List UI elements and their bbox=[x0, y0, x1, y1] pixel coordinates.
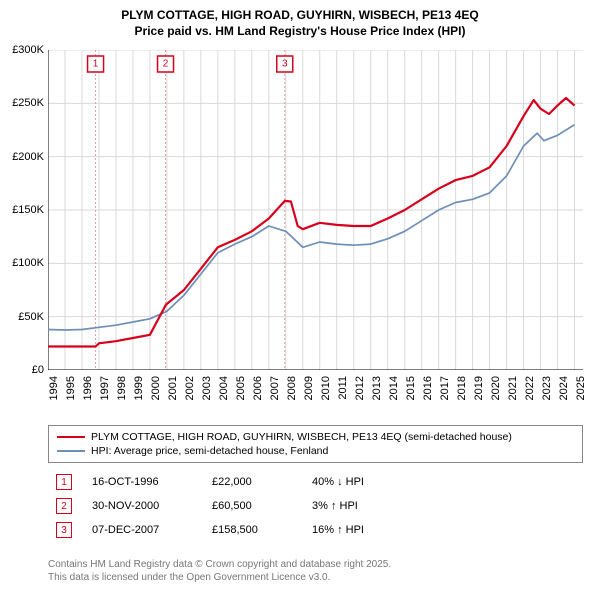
x-tick-label: 1996 bbox=[82, 376, 94, 400]
title-line2: Price paid vs. HM Land Registry's House … bbox=[0, 24, 600, 40]
event-marker: 1 bbox=[56, 474, 72, 490]
x-tick-label: 1997 bbox=[99, 376, 111, 400]
x-tick-label: 2000 bbox=[150, 376, 162, 400]
y-tick-label: £300K bbox=[12, 44, 44, 56]
legend-item-hpi: HPI: Average price, semi-detached house,… bbox=[57, 444, 574, 458]
x-tick-label: 2018 bbox=[456, 376, 468, 400]
legend-item-price-paid: PLYM COTTAGE, HIGH ROAD, GUYHIRN, WISBEC… bbox=[57, 430, 574, 444]
legend-label-hpi: HPI: Average price, semi-detached house,… bbox=[91, 445, 328, 457]
y-tick-label: £250K bbox=[12, 97, 44, 109]
event-marker: 3 bbox=[56, 522, 72, 538]
legend-swatch-hpi bbox=[57, 450, 85, 452]
svg-text:2: 2 bbox=[163, 59, 169, 70]
x-tick-label: 2015 bbox=[405, 376, 417, 400]
event-date: 30-NOV-2000 bbox=[92, 500, 192, 512]
event-row: 2 30-NOV-2000 £60,500 3% ↑ HPI bbox=[48, 494, 583, 518]
svg-text:1: 1 bbox=[93, 59, 99, 70]
x-tick-label: 1998 bbox=[116, 376, 128, 400]
x-tick-label: 2010 bbox=[320, 376, 332, 400]
x-tick-label: 1999 bbox=[133, 376, 145, 400]
event-date: 16-OCT-1996 bbox=[92, 476, 192, 488]
x-tick-label: 1994 bbox=[48, 376, 60, 400]
x-tick-label: 2023 bbox=[541, 376, 553, 400]
x-tick-label: 2016 bbox=[422, 376, 434, 400]
chart-title: PLYM COTTAGE, HIGH ROAD, GUYHIRN, WISBEC… bbox=[0, 0, 600, 39]
x-tick-label: 2003 bbox=[201, 376, 213, 400]
x-tick-label: 2012 bbox=[354, 376, 366, 400]
x-tick-label: 2009 bbox=[303, 376, 315, 400]
x-tick-label: 2019 bbox=[473, 376, 485, 400]
event-diff: 40% ↓ HPI bbox=[312, 476, 412, 488]
chart-plot-area: 1 2 3 bbox=[48, 50, 583, 370]
event-diff: 16% ↑ HPI bbox=[312, 524, 412, 536]
y-tick-label: £100K bbox=[12, 257, 44, 269]
y-axis: £0£50K£100K£150K£200K£250K£300K bbox=[0, 50, 46, 370]
x-tick-label: 2020 bbox=[490, 376, 502, 400]
x-tick-label: 2011 bbox=[337, 376, 349, 400]
event-row: 1 16-OCT-1996 £22,000 40% ↓ HPI bbox=[48, 470, 583, 494]
y-tick-label: £0 bbox=[32, 364, 44, 376]
y-tick-label: £150K bbox=[12, 204, 44, 216]
x-tick-label: 2022 bbox=[524, 376, 536, 400]
legend-label-price-paid: PLYM COTTAGE, HIGH ROAD, GUYHIRN, WISBEC… bbox=[91, 431, 512, 443]
legend: PLYM COTTAGE, HIGH ROAD, GUYHIRN, WISBEC… bbox=[48, 425, 583, 463]
x-tick-label: 1995 bbox=[65, 376, 77, 400]
x-tick-label: 2001 bbox=[167, 376, 179, 400]
x-tick-label: 2013 bbox=[371, 376, 383, 400]
x-axis: 1994 1995 1996 1997 1998 1999 2000 2001 2002 2003… bbox=[48, 372, 583, 422]
event-row: 3 07-DEC-2007 £158,500 16% ↑ HPI bbox=[48, 518, 583, 542]
legend-swatch-price-paid bbox=[57, 436, 85, 438]
event-date: 07-DEC-2007 bbox=[92, 524, 192, 536]
events-table: 1 16-OCT-1996 £22,000 40% ↓ HPI 2 30-NOV-2000… bbox=[48, 470, 583, 542]
x-tick-label: 2004 bbox=[218, 376, 230, 400]
event-price: £158,500 bbox=[212, 524, 292, 536]
event-price: £60,500 bbox=[212, 500, 292, 512]
attribution-line2: This data is licensed under the Open Gov… bbox=[48, 572, 583, 585]
x-tick-label: 2025 bbox=[575, 376, 587, 400]
x-tick-label: 2006 bbox=[252, 376, 264, 400]
attribution: Contains HM Land Registry data © Crown c… bbox=[48, 559, 583, 584]
y-tick-label: £200K bbox=[12, 151, 44, 163]
x-tick-label: 2021 bbox=[507, 376, 519, 400]
attribution-line1: Contains HM Land Registry data © Crown c… bbox=[48, 559, 583, 572]
x-tick-label: 2008 bbox=[286, 376, 298, 400]
title-line1: PLYM COTTAGE, HIGH ROAD, GUYHIRN, WISBEC… bbox=[0, 8, 600, 24]
x-tick-label: 2024 bbox=[558, 376, 570, 400]
x-tick-label: 2005 bbox=[235, 376, 247, 400]
x-tick-label: 2002 bbox=[184, 376, 196, 400]
event-marker: 2 bbox=[56, 498, 72, 514]
x-tick-label: 2014 bbox=[388, 376, 400, 400]
x-tick-label: 2007 bbox=[269, 376, 281, 400]
svg-text:3: 3 bbox=[282, 59, 288, 70]
event-price: £22,000 bbox=[212, 476, 292, 488]
x-tick-label: 2017 bbox=[439, 376, 451, 400]
event-diff: 3% ↑ HPI bbox=[312, 500, 412, 512]
y-tick-label: £50K bbox=[18, 311, 44, 323]
